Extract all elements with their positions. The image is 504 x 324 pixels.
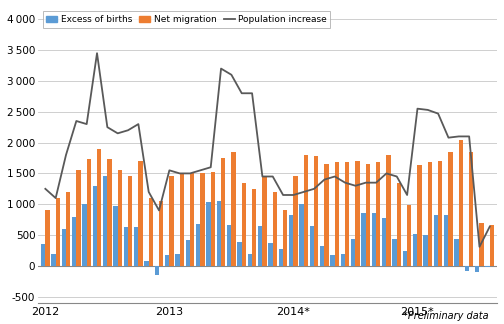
- Bar: [211, 172, 215, 266]
- Bar: [331, 255, 335, 266]
- Text: *Preliminary data: *Preliminary data: [403, 311, 489, 321]
- Bar: [155, 266, 159, 275]
- Bar: [252, 189, 257, 266]
- Bar: [283, 210, 287, 266]
- Bar: [304, 155, 308, 266]
- Bar: [139, 161, 143, 266]
- Bar: [72, 216, 76, 266]
- Bar: [403, 251, 407, 266]
- Bar: [455, 239, 459, 266]
- Bar: [82, 204, 87, 266]
- Bar: [376, 162, 381, 266]
- Bar: [393, 239, 397, 266]
- Bar: [185, 240, 190, 266]
- Bar: [159, 201, 163, 266]
- Bar: [196, 224, 201, 266]
- Bar: [320, 246, 325, 266]
- Bar: [51, 254, 55, 266]
- Bar: [438, 161, 443, 266]
- Bar: [118, 170, 122, 266]
- Bar: [351, 239, 355, 266]
- Bar: [407, 205, 411, 266]
- Bar: [345, 162, 349, 266]
- Bar: [459, 140, 463, 266]
- Bar: [434, 215, 438, 266]
- Bar: [221, 158, 225, 266]
- Bar: [169, 177, 174, 266]
- Bar: [279, 249, 283, 266]
- Bar: [444, 215, 449, 266]
- Legend: Excess of births, Net migration, Population increase: Excess of births, Net migration, Populat…: [43, 11, 331, 28]
- Bar: [289, 215, 293, 266]
- Bar: [103, 177, 107, 266]
- Bar: [479, 223, 484, 266]
- Bar: [242, 183, 246, 266]
- Bar: [273, 192, 277, 266]
- Bar: [293, 177, 298, 266]
- Bar: [335, 162, 339, 266]
- Bar: [475, 266, 479, 272]
- Bar: [93, 186, 97, 266]
- Bar: [449, 152, 453, 266]
- Bar: [237, 242, 242, 266]
- Bar: [149, 198, 153, 266]
- Bar: [382, 218, 387, 266]
- Bar: [341, 254, 345, 266]
- Bar: [87, 159, 91, 266]
- Bar: [45, 210, 50, 266]
- Bar: [248, 254, 252, 266]
- Bar: [201, 173, 205, 266]
- Bar: [123, 227, 128, 266]
- Bar: [485, 266, 490, 267]
- Bar: [66, 192, 71, 266]
- Bar: [325, 164, 329, 266]
- Bar: [397, 183, 401, 266]
- Bar: [490, 225, 494, 266]
- Bar: [355, 161, 360, 266]
- Bar: [128, 177, 133, 266]
- Bar: [372, 214, 376, 266]
- Bar: [231, 152, 236, 266]
- Bar: [61, 229, 66, 266]
- Bar: [190, 173, 195, 266]
- Bar: [423, 235, 428, 266]
- Bar: [469, 152, 473, 266]
- Bar: [299, 203, 304, 266]
- Bar: [314, 156, 319, 266]
- Bar: [227, 225, 231, 266]
- Bar: [310, 226, 314, 266]
- Bar: [107, 159, 112, 266]
- Bar: [180, 173, 184, 266]
- Bar: [113, 206, 118, 266]
- Bar: [165, 255, 169, 266]
- Bar: [41, 244, 45, 266]
- Bar: [263, 177, 267, 266]
- Bar: [217, 201, 221, 266]
- Bar: [97, 149, 101, 266]
- Bar: [465, 266, 469, 271]
- Bar: [366, 164, 370, 266]
- Bar: [428, 162, 432, 266]
- Bar: [387, 155, 391, 266]
- Bar: [258, 226, 263, 266]
- Bar: [144, 261, 149, 266]
- Bar: [361, 214, 366, 266]
- Bar: [269, 243, 273, 266]
- Bar: [417, 165, 422, 266]
- Bar: [206, 202, 211, 266]
- Bar: [55, 198, 60, 266]
- Bar: [76, 170, 81, 266]
- Bar: [413, 235, 417, 266]
- Bar: [134, 227, 139, 266]
- Bar: [175, 254, 180, 266]
